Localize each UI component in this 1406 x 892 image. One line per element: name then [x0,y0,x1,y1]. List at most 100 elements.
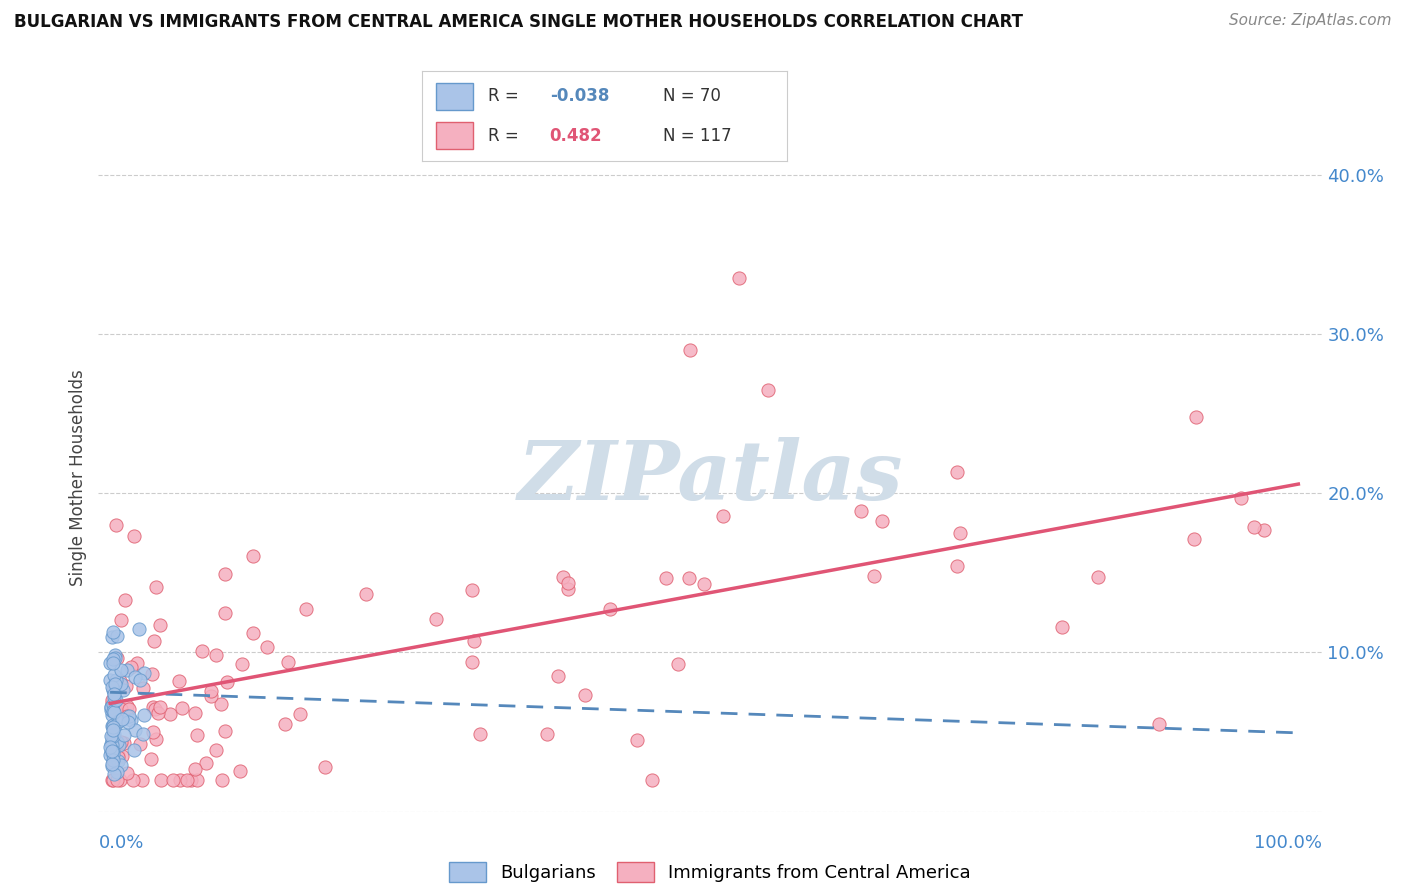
Point [104,719,127,733]
Point [117,714,139,729]
Point [105,650,128,665]
Point [103,704,125,718]
Point [162,772,184,787]
Point [149,700,172,714]
Point [159,707,181,722]
Point [100,745,122,759]
Point [101,738,124,752]
Text: N = 70: N = 70 [664,87,721,105]
Point [111,712,134,726]
Point [107,748,129,763]
Point [145,731,167,746]
Point [100,699,122,714]
Point [131,681,153,695]
Point [191,644,214,658]
Point [1185,409,1208,424]
Point [214,724,236,739]
Point [356,587,378,601]
Point [103,696,125,710]
Point [863,569,886,583]
Point [314,760,336,774]
Point [110,735,132,749]
Point [103,685,125,699]
Point [184,706,207,720]
Point [256,640,278,654]
Point [124,529,146,543]
Point [110,664,132,678]
Point [599,602,621,616]
Text: ZIPatlas: ZIPatlas [517,437,903,517]
Text: -0.038: -0.038 [550,87,609,105]
Point [107,714,129,729]
Point [277,656,299,670]
Point [104,677,127,691]
Point [214,606,236,620]
Point [105,764,128,779]
Point [101,652,124,666]
Point [145,580,167,594]
Point [756,383,779,397]
Point [461,582,484,597]
Point [101,772,124,787]
Text: R =: R = [488,127,523,145]
Point [110,702,132,716]
Legend: Bulgarians, Immigrants from Central America: Bulgarians, Immigrants from Central Amer… [443,855,977,889]
Point [110,758,132,772]
Point [870,514,893,528]
Point [103,727,125,741]
Point [461,655,484,669]
Point [100,703,122,717]
Point [117,699,139,714]
Point [101,704,124,718]
FancyBboxPatch shape [436,122,472,149]
Point [1243,520,1265,534]
Point [849,504,872,518]
Point [142,724,165,739]
Point [103,624,125,639]
Point [103,767,125,781]
Point [112,736,135,750]
Point [132,665,155,680]
Point [124,723,146,737]
Point [169,772,191,787]
Point [101,756,124,770]
Point [110,673,132,688]
Point [186,772,208,787]
Point [463,634,485,648]
Point [107,772,129,787]
Point [120,660,142,674]
Text: BULGARIAN VS IMMIGRANTS FROM CENTRAL AMERICA SINGLE MOTHER HOUSEHOLDS CORRELATIO: BULGARIAN VS IMMIGRANTS FROM CENTRAL AME… [14,13,1024,31]
Text: R =: R = [488,87,523,105]
Point [104,692,127,706]
Point [100,699,122,714]
Point [149,617,172,632]
Point [124,742,146,756]
Point [536,726,558,740]
Point [108,738,131,752]
Point [655,571,678,585]
Point [274,717,297,731]
Text: 0.482: 0.482 [550,127,602,145]
Point [132,708,155,723]
Point [1230,491,1253,506]
Text: N = 117: N = 117 [664,127,731,145]
Point [100,656,122,670]
Point [110,772,132,787]
Point [112,728,135,742]
Point [288,706,311,721]
Point [129,737,152,751]
Point [101,723,124,737]
Point [128,622,150,636]
Point [180,772,202,787]
Point [101,680,124,694]
Point [105,741,128,756]
Point [103,667,125,681]
Point [146,706,169,720]
Point [143,702,166,716]
Point [711,508,734,523]
FancyBboxPatch shape [436,83,472,110]
Point [214,567,236,582]
Point [101,753,124,767]
Point [101,718,124,732]
Point [142,700,165,714]
